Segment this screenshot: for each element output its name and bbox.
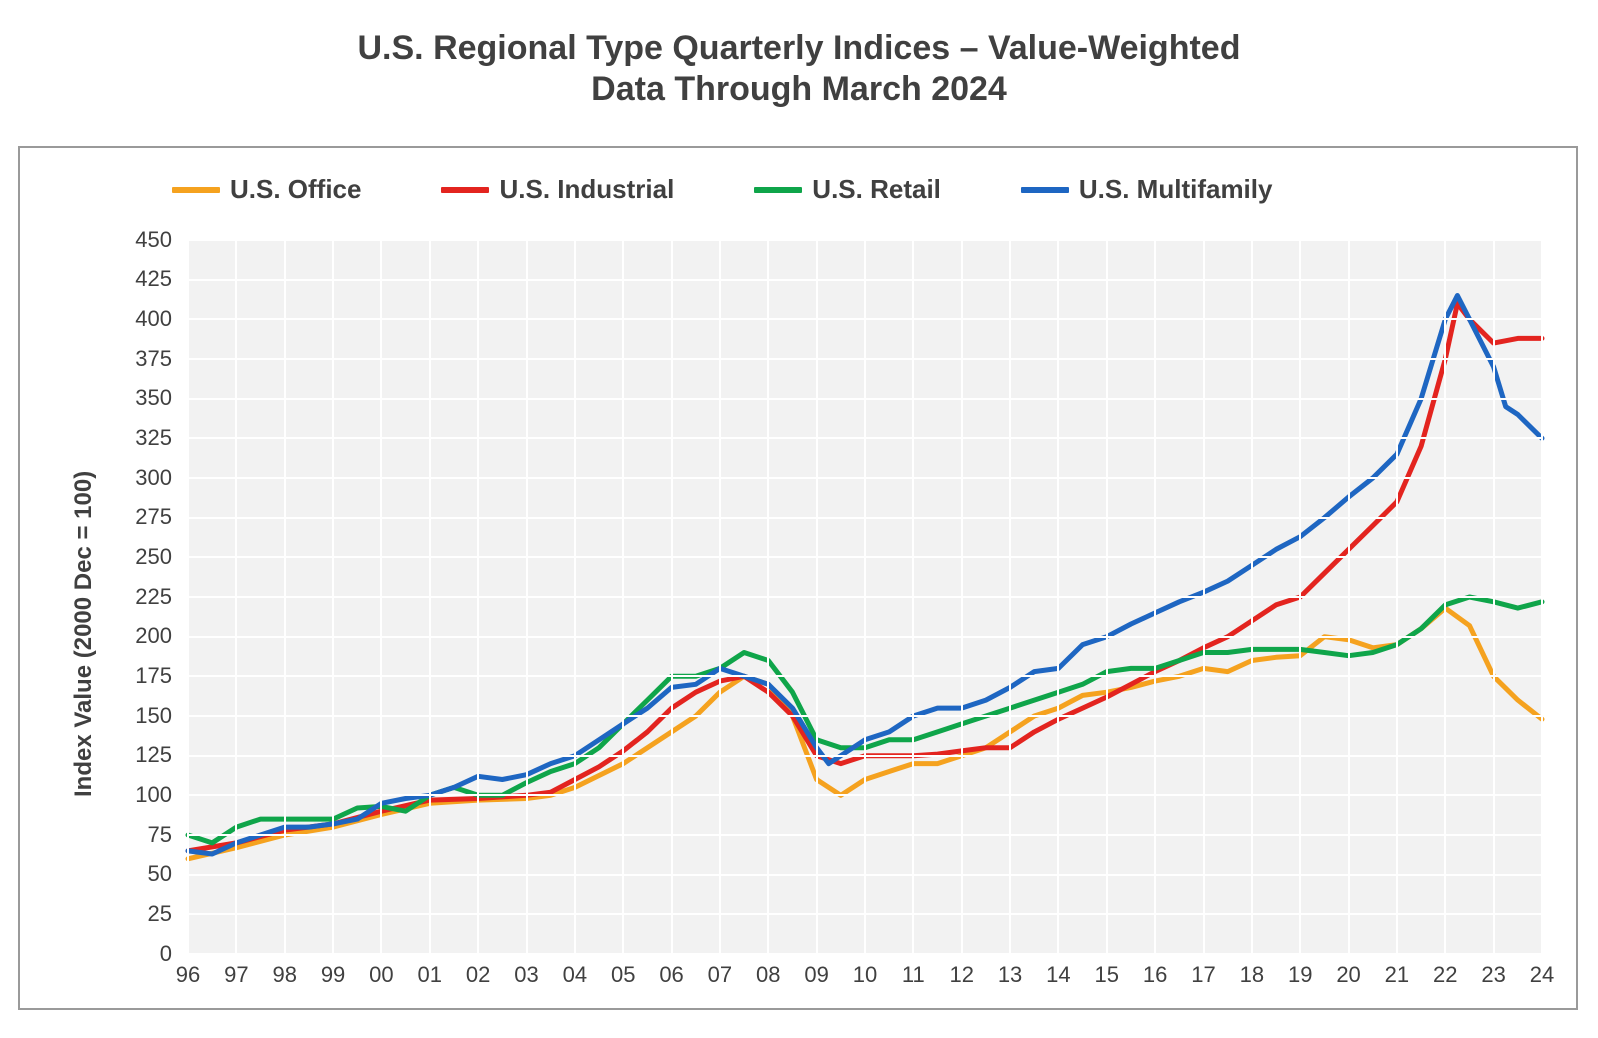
grid-line-v (622, 240, 624, 954)
legend-swatch (754, 187, 802, 193)
legend-swatch (172, 187, 220, 193)
x-tick-label: 06 (652, 962, 692, 988)
grid-line-v (1444, 240, 1446, 954)
y-tick-label: 375 (112, 346, 172, 372)
chart-frame: U.S. Office U.S. Industrial U.S. Retail U.S… (18, 146, 1578, 1010)
y-tick-label: 225 (112, 584, 172, 610)
grid-line-v (1009, 240, 1011, 954)
grid-line-v (1154, 240, 1156, 954)
legend: U.S. Office U.S. Industrial U.S. Retail U.S… (172, 174, 1272, 205)
x-tick-label: 09 (797, 962, 837, 988)
y-tick-label: 450 (112, 227, 172, 253)
x-tick-label: 08 (748, 962, 788, 988)
y-tick-label: 25 (112, 901, 172, 927)
x-tick-label: 17 (1184, 962, 1224, 988)
legend-item: U.S. Industrial (441, 174, 674, 205)
x-tick-label: 23 (1474, 962, 1514, 988)
x-tick-label: 16 (1135, 962, 1175, 988)
x-tick-label: 01 (410, 962, 450, 988)
grid-line-v (816, 240, 818, 954)
x-tick-label: 00 (361, 962, 401, 988)
grid-line-v (477, 240, 479, 954)
x-tick-label: 96 (168, 962, 208, 988)
legend-swatch (1021, 187, 1069, 193)
grid-line-v (864, 240, 866, 954)
grid-line-v (332, 240, 334, 954)
grid-line-v (961, 240, 963, 954)
grid-line-v (187, 240, 189, 954)
chart-title-line2: Data Through March 2024 (0, 69, 1598, 110)
grid-line-v (1203, 240, 1205, 954)
y-tick-label: 175 (112, 663, 172, 689)
x-tick-label: 99 (313, 962, 353, 988)
grid-line-v (1493, 240, 1495, 954)
y-tick-label: 425 (112, 266, 172, 292)
legend-item: U.S. Retail (754, 174, 941, 205)
grid-line-v (671, 240, 673, 954)
grid-line-v (719, 240, 721, 954)
grid-line-v (1299, 240, 1301, 954)
grid-line-v (767, 240, 769, 954)
legend-item: U.S. Office (172, 174, 361, 205)
legend-item: U.S. Multifamily (1021, 174, 1273, 205)
x-tick-label: 18 (1232, 962, 1272, 988)
y-tick-label: 250 (112, 544, 172, 570)
x-tick-label: 14 (1038, 962, 1078, 988)
y-tick-label: 150 (112, 703, 172, 729)
y-tick-label: 350 (112, 385, 172, 411)
grid-line-v (574, 240, 576, 954)
legend-label: U.S. Multifamily (1079, 174, 1273, 205)
x-tick-label: 98 (265, 962, 305, 988)
grid-line-v (235, 240, 237, 954)
y-tick-label: 325 (112, 425, 172, 451)
x-tick-label: 13 (990, 962, 1030, 988)
y-tick-label: 0 (112, 941, 172, 967)
legend-label: U.S. Retail (812, 174, 941, 205)
grid-line-v (1396, 240, 1398, 954)
x-tick-label: 07 (700, 962, 740, 988)
legend-label: U.S. Industrial (499, 174, 674, 205)
grid-line-v (1106, 240, 1108, 954)
grid-line-v (1541, 240, 1543, 954)
grid-line-v (1348, 240, 1350, 954)
y-tick-label: 400 (112, 306, 172, 332)
x-tick-label: 22 (1425, 962, 1465, 988)
grid-line-v (429, 240, 431, 954)
x-tick-label: 12 (942, 962, 982, 988)
legend-label: U.S. Office (230, 174, 361, 205)
plot-area (188, 240, 1542, 954)
x-tick-label: 24 (1522, 962, 1562, 988)
x-tick-label: 10 (845, 962, 885, 988)
chart-title: U.S. Regional Type Quarterly Indices – V… (0, 0, 1598, 110)
y-tick-label: 300 (112, 465, 172, 491)
grid-line-v (912, 240, 914, 954)
y-tick-label: 200 (112, 623, 172, 649)
y-tick-label: 100 (112, 782, 172, 808)
chart-title-line1: U.S. Regional Type Quarterly Indices – V… (0, 28, 1598, 69)
grid-line-v (284, 240, 286, 954)
x-tick-label: 02 (458, 962, 498, 988)
grid-line-v (1057, 240, 1059, 954)
grid-line-v (380, 240, 382, 954)
page: { "title": { "line1": "U.S. Regional Typ… (0, 0, 1598, 1038)
y-tick-label: 275 (112, 504, 172, 530)
grid-line-v (1251, 240, 1253, 954)
x-tick-label: 05 (603, 962, 643, 988)
x-tick-label: 03 (507, 962, 547, 988)
x-tick-label: 15 (1087, 962, 1127, 988)
legend-swatch (441, 187, 489, 193)
y-axis-title: Index Value (2000 Dec = 100) (70, 471, 98, 797)
x-tick-label: 20 (1329, 962, 1369, 988)
x-tick-label: 11 (893, 962, 933, 988)
x-tick-label: 19 (1280, 962, 1320, 988)
y-tick-label: 125 (112, 742, 172, 768)
y-tick-label: 50 (112, 861, 172, 887)
x-tick-label: 97 (216, 962, 256, 988)
y-tick-label: 75 (112, 822, 172, 848)
x-tick-label: 04 (555, 962, 595, 988)
grid-line-v (526, 240, 528, 954)
x-tick-label: 21 (1377, 962, 1417, 988)
